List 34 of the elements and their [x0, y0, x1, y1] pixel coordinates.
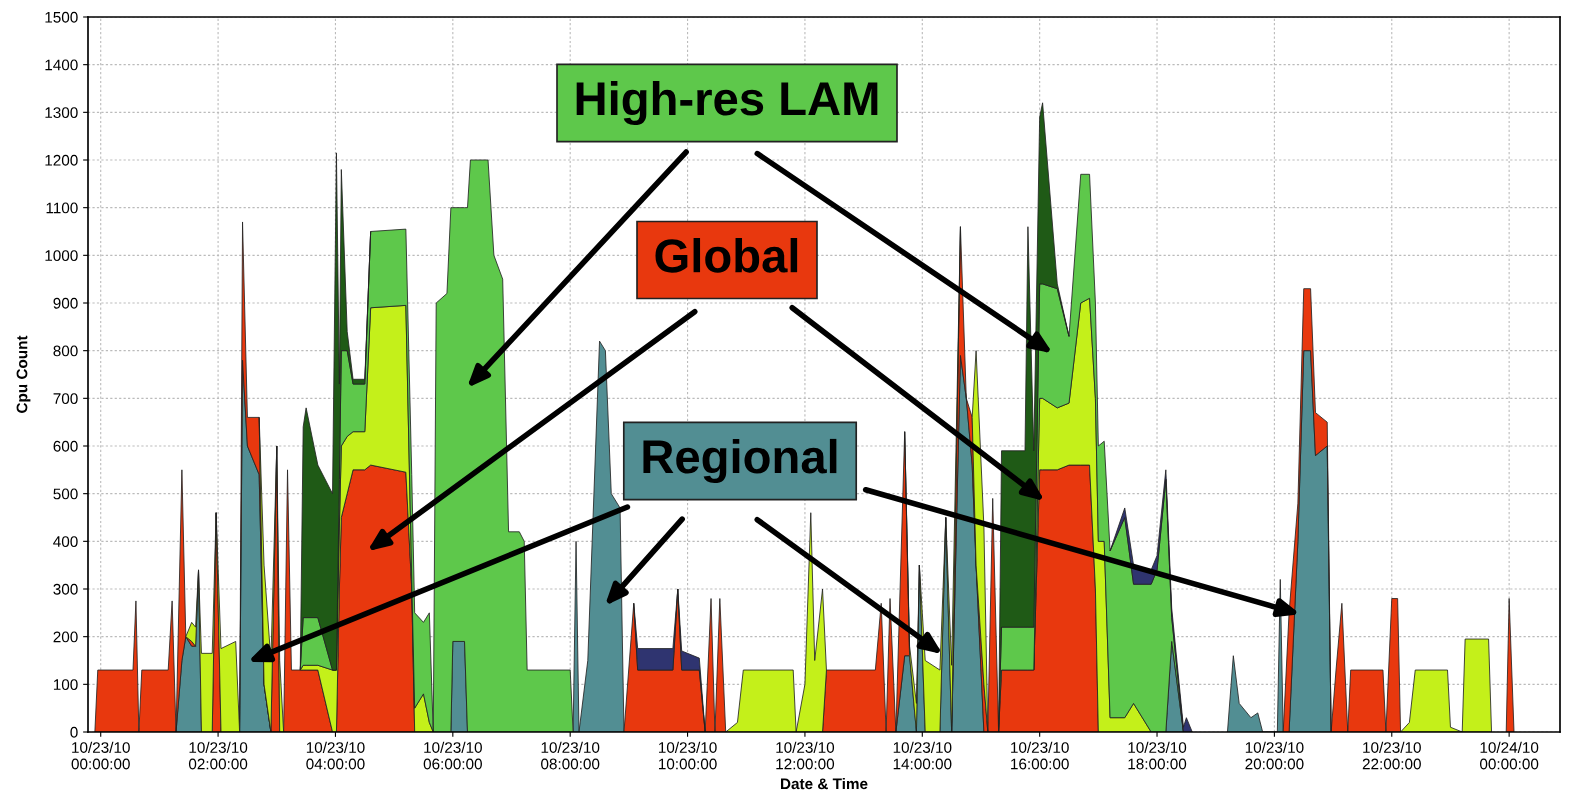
- x-tick-label: 10/23/10 20:00:00: [1245, 741, 1304, 770]
- y-tick-label: 400: [53, 536, 78, 548]
- x-tick-label: 10/23/10 08:00:00: [541, 741, 600, 770]
- y-tick-label: 1500: [45, 11, 78, 23]
- x-tick-label: 10/23/10 18:00:00: [1128, 741, 1187, 770]
- x-tick-label: 10/24/10 00:00:00: [1480, 741, 1539, 770]
- x-tick-label: 10/23/10 06:00:00: [423, 741, 482, 770]
- x-tick-label: 10/23/10 04:00:00: [306, 741, 365, 770]
- x-axis-title: Date & Time: [781, 777, 868, 790]
- series-label: Regional: [643, 438, 837, 484]
- text: Global: [655, 237, 798, 273]
- y-tick-label: 300: [53, 583, 78, 595]
- x-tick-label: 10/23/10 14:00:00: [893, 741, 952, 770]
- x-tick-label: 10/23/10 00:00:00: [71, 741, 130, 770]
- y-tick-label: 700: [53, 393, 78, 405]
- y-tick-label: 100: [53, 679, 78, 691]
- y-tick-label: 1400: [45, 59, 78, 71]
- y-tick-label: 0: [70, 726, 78, 738]
- y-tick-label: 1100: [46, 202, 78, 214]
- y-tick-label: 1300: [45, 107, 78, 119]
- y-tick-label: 200: [53, 631, 78, 643]
- y-tick-label: 500: [53, 488, 78, 500]
- x-tick-label: 10/23/10 16:00:00: [1011, 741, 1069, 770]
- y-tick-label: 600: [53, 440, 78, 452]
- text: High-res LAM: [576, 80, 878, 126]
- x-tick-label: 10/23/10 22:00:00: [1362, 741, 1421, 770]
- y-tick-label: 1200: [45, 154, 78, 166]
- x-tick-label: 10/23/10 10:00:00: [658, 741, 717, 770]
- y-tick-label: 900: [53, 297, 78, 309]
- x-tick-label: 10/23/10 02:00:00: [188, 741, 248, 770]
- y-tick-label: 1000: [45, 250, 78, 262]
- x-tick-label: 10/23/10 12:00:00: [776, 741, 835, 770]
- y-axis-title: Cpu Count: [16, 335, 31, 413]
- y-tick-label: 800: [53, 345, 78, 357]
